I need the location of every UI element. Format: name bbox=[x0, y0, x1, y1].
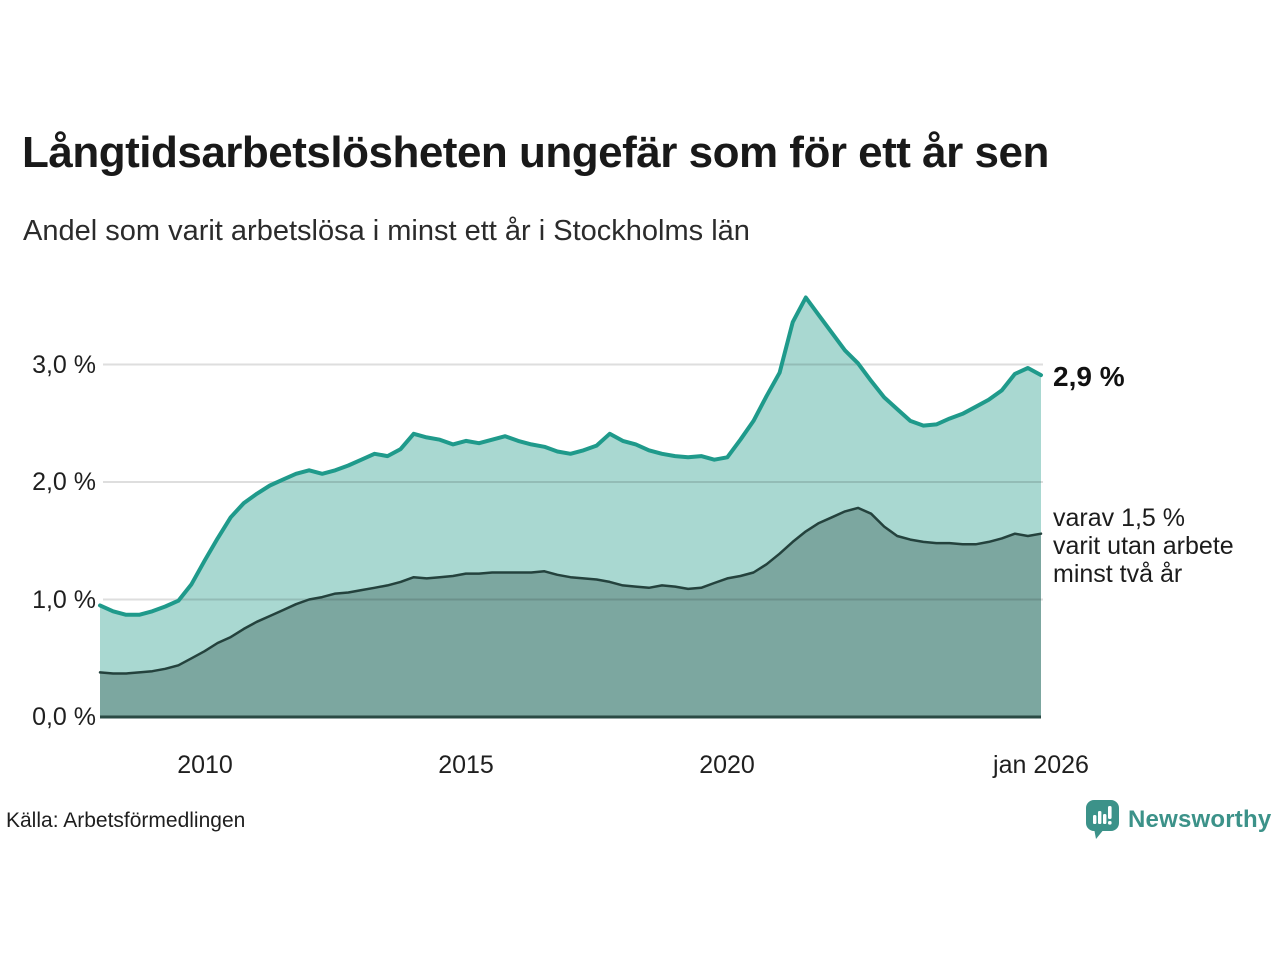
series-line-1 bbox=[98, 506, 1043, 675]
end-value-label: 2,9 % bbox=[1053, 361, 1125, 392]
secondary-annotation-line: varit utan arbete bbox=[1053, 532, 1234, 560]
series-line-0 bbox=[98, 295, 1043, 617]
y-tick-label: 1,0 % bbox=[32, 585, 96, 614]
brand-logo: Newsworthy bbox=[1086, 800, 1271, 839]
x-tick-label: jan 2026 bbox=[993, 751, 1089, 779]
source-credit: Källa: Arbetsförmedlingen bbox=[6, 809, 246, 832]
x-tick-label: 2010 bbox=[177, 751, 233, 779]
x-tick-label: 2020 bbox=[699, 751, 755, 779]
secondary-annotation-line: minst två år bbox=[1053, 560, 1183, 588]
y-tick-label: 0,0 % bbox=[32, 703, 96, 731]
brand-wordmark: Newsworthy bbox=[1128, 805, 1272, 833]
page-subtitle: Andel som varit arbetslösa i minst ett å… bbox=[23, 215, 750, 247]
y-tick-label: 2,0 % bbox=[32, 468, 96, 496]
x-tick-label: 2015 bbox=[438, 751, 494, 779]
page-title: Långtidsarbetslösheten ungefär som för e… bbox=[22, 128, 1049, 177]
series-area-1 bbox=[100, 507, 1041, 717]
secondary-annotation-line: varav 1,5 % bbox=[1053, 504, 1186, 532]
newsworthy-icon bbox=[1086, 800, 1119, 839]
y-tick-label: 3,0 % bbox=[32, 350, 96, 379]
secondary-annotation: varav 1,5 % varit utan arbete minst två … bbox=[1053, 504, 1234, 588]
